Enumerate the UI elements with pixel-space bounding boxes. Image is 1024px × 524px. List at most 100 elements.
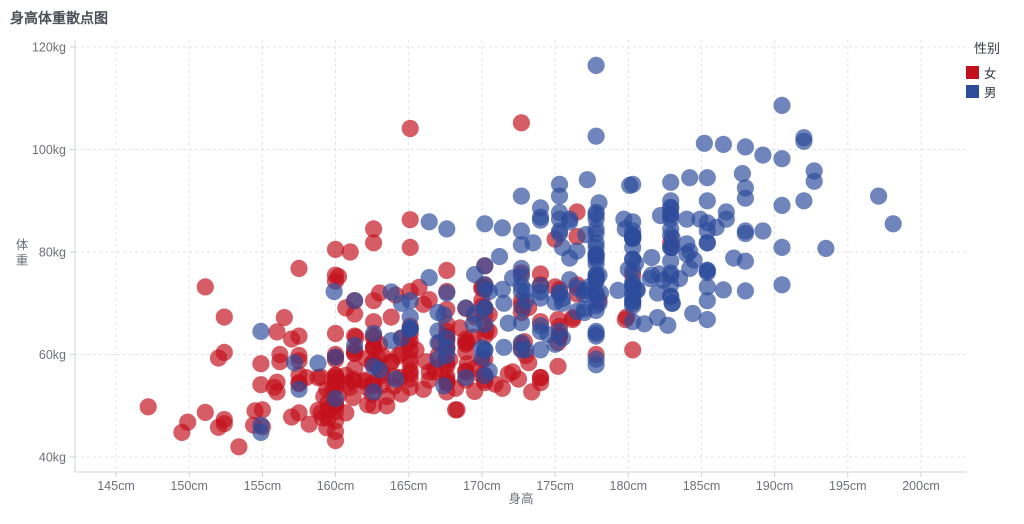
scatter-point-男[interactable]: [698, 214, 716, 232]
scatter-point-男[interactable]: [531, 322, 550, 340]
scatter-point-女[interactable]: [624, 341, 642, 359]
scatter-point-男[interactable]: [662, 276, 680, 294]
scatter-point-男[interactable]: [568, 242, 586, 260]
scatter-point-男[interactable]: [326, 390, 345, 408]
scatter-point-男[interactable]: [550, 225, 569, 243]
scatter-point-男[interactable]: [490, 248, 509, 266]
scatter-point-女[interactable]: [520, 354, 538, 372]
scatter-point-女[interactable]: [341, 243, 359, 261]
scatter-point-女[interactable]: [215, 411, 233, 429]
scatter-point-男[interactable]: [512, 259, 531, 277]
scatter-point-男[interactable]: [624, 175, 642, 193]
scatter-point-男[interactable]: [587, 127, 605, 145]
scatter-point-男[interactable]: [714, 135, 733, 153]
scatter-point-女[interactable]: [196, 278, 214, 296]
scatter-point-女[interactable]: [438, 261, 456, 279]
scatter-point-女[interactable]: [365, 313, 383, 331]
scatter-point-男[interactable]: [382, 332, 400, 350]
scatter-point-女[interactable]: [365, 220, 383, 238]
scatter-point-男[interactable]: [736, 138, 755, 156]
scatter-point-男[interactable]: [553, 238, 572, 256]
scatter-point-男[interactable]: [531, 341, 550, 359]
scatter-point-男[interactable]: [717, 210, 735, 228]
scatter-point-男[interactable]: [365, 383, 383, 401]
scatter-point-男[interactable]: [365, 324, 383, 343]
scatter-point-男[interactable]: [754, 222, 772, 240]
scatter-point-男[interactable]: [817, 239, 835, 257]
scatter-point-男[interactable]: [326, 348, 345, 366]
scatter-point-男[interactable]: [401, 292, 419, 310]
scatter-point-男[interactable]: [457, 369, 475, 387]
scatter-point-女[interactable]: [290, 404, 308, 422]
scatter-point-女[interactable]: [139, 398, 157, 416]
scatter-point-女[interactable]: [196, 403, 214, 421]
scatter-point-男[interactable]: [698, 192, 716, 210]
scatter-point-女[interactable]: [401, 341, 419, 359]
scatter-point-男[interactable]: [587, 206, 605, 224]
scatter-point-男[interactable]: [587, 220, 605, 238]
scatter-point-女[interactable]: [271, 345, 289, 364]
scatter-point-男[interactable]: [346, 292, 364, 310]
scatter-point-男[interactable]: [609, 281, 627, 299]
scatter-point-男[interactable]: [736, 252, 755, 270]
scatter-point-男[interactable]: [401, 320, 419, 338]
scatter-point-女[interactable]: [365, 338, 383, 356]
scatter-point-男[interactable]: [624, 294, 642, 312]
scatter-point-男[interactable]: [662, 199, 680, 217]
scatter-point-女[interactable]: [401, 119, 419, 138]
scatter-point-女[interactable]: [420, 371, 438, 389]
scatter-point-男[interactable]: [773, 96, 791, 114]
scatter-point-女[interactable]: [503, 363, 522, 381]
scatter-point-女[interactable]: [326, 240, 345, 258]
scatter-point-男[interactable]: [736, 225, 755, 243]
scatter-point-女[interactable]: [549, 357, 567, 375]
scatter-point-男[interactable]: [476, 257, 494, 275]
scatter-point-男[interactable]: [438, 284, 456, 302]
scatter-point-男[interactable]: [884, 215, 902, 233]
scatter-point-男[interactable]: [736, 282, 755, 300]
scatter-point-男[interactable]: [382, 283, 400, 301]
scatter-point-女[interactable]: [290, 327, 308, 345]
scatter-point-女[interactable]: [420, 291, 438, 309]
scatter-point-女[interactable]: [523, 383, 541, 401]
scatter-point-男[interactable]: [587, 350, 605, 368]
scatter-point-男[interactable]: [512, 222, 531, 240]
scatter-point-男[interactable]: [476, 276, 494, 294]
scatter-point-男[interactable]: [435, 306, 453, 324]
scatter-point-男[interactable]: [587, 56, 605, 74]
scatter-point-男[interactable]: [714, 281, 733, 299]
scatter-point-女[interactable]: [401, 355, 419, 373]
scatter-point-男[interactable]: [624, 313, 642, 331]
scatter-point-女[interactable]: [179, 413, 197, 431]
scatter-point-男[interactable]: [795, 129, 813, 147]
scatter-point-女[interactable]: [365, 397, 383, 415]
scatter-point-男[interactable]: [365, 357, 383, 375]
scatter-point-男[interactable]: [438, 220, 456, 238]
scatter-point-男[interactable]: [387, 370, 405, 388]
legend-item-male[interactable]: 男: [966, 82, 1022, 101]
scatter-point-男[interactable]: [578, 171, 596, 189]
scatter-point-男[interactable]: [309, 354, 327, 372]
scatter-point-男[interactable]: [512, 236, 531, 254]
scatter-point-男[interactable]: [698, 261, 716, 279]
scatter-point-女[interactable]: [401, 211, 419, 229]
scatter-point-男[interactable]: [754, 146, 772, 164]
scatter-point-男[interactable]: [681, 169, 699, 187]
scatter-point-男[interactable]: [476, 366, 494, 385]
scatter-point-男[interactable]: [773, 150, 791, 168]
scatter-point-女[interactable]: [365, 234, 383, 252]
scatter-point-男[interactable]: [476, 315, 494, 333]
scatter-point-男[interactable]: [698, 169, 716, 187]
scatter-point-男[interactable]: [659, 316, 677, 334]
scatter-point-女[interactable]: [512, 114, 531, 132]
scatter-point-男[interactable]: [684, 304, 702, 323]
scatter-point-男[interactable]: [550, 187, 569, 205]
scatter-point-男[interactable]: [476, 299, 494, 317]
scatter-point-女[interactable]: [252, 355, 270, 373]
scatter-point-女[interactable]: [493, 379, 511, 397]
scatter-point-男[interactable]: [795, 192, 813, 210]
scatter-point-男[interactable]: [495, 338, 513, 356]
scatter-point-男[interactable]: [662, 173, 680, 191]
scatter-point-男[interactable]: [546, 293, 564, 311]
scatter-point-男[interactable]: [587, 248, 605, 266]
